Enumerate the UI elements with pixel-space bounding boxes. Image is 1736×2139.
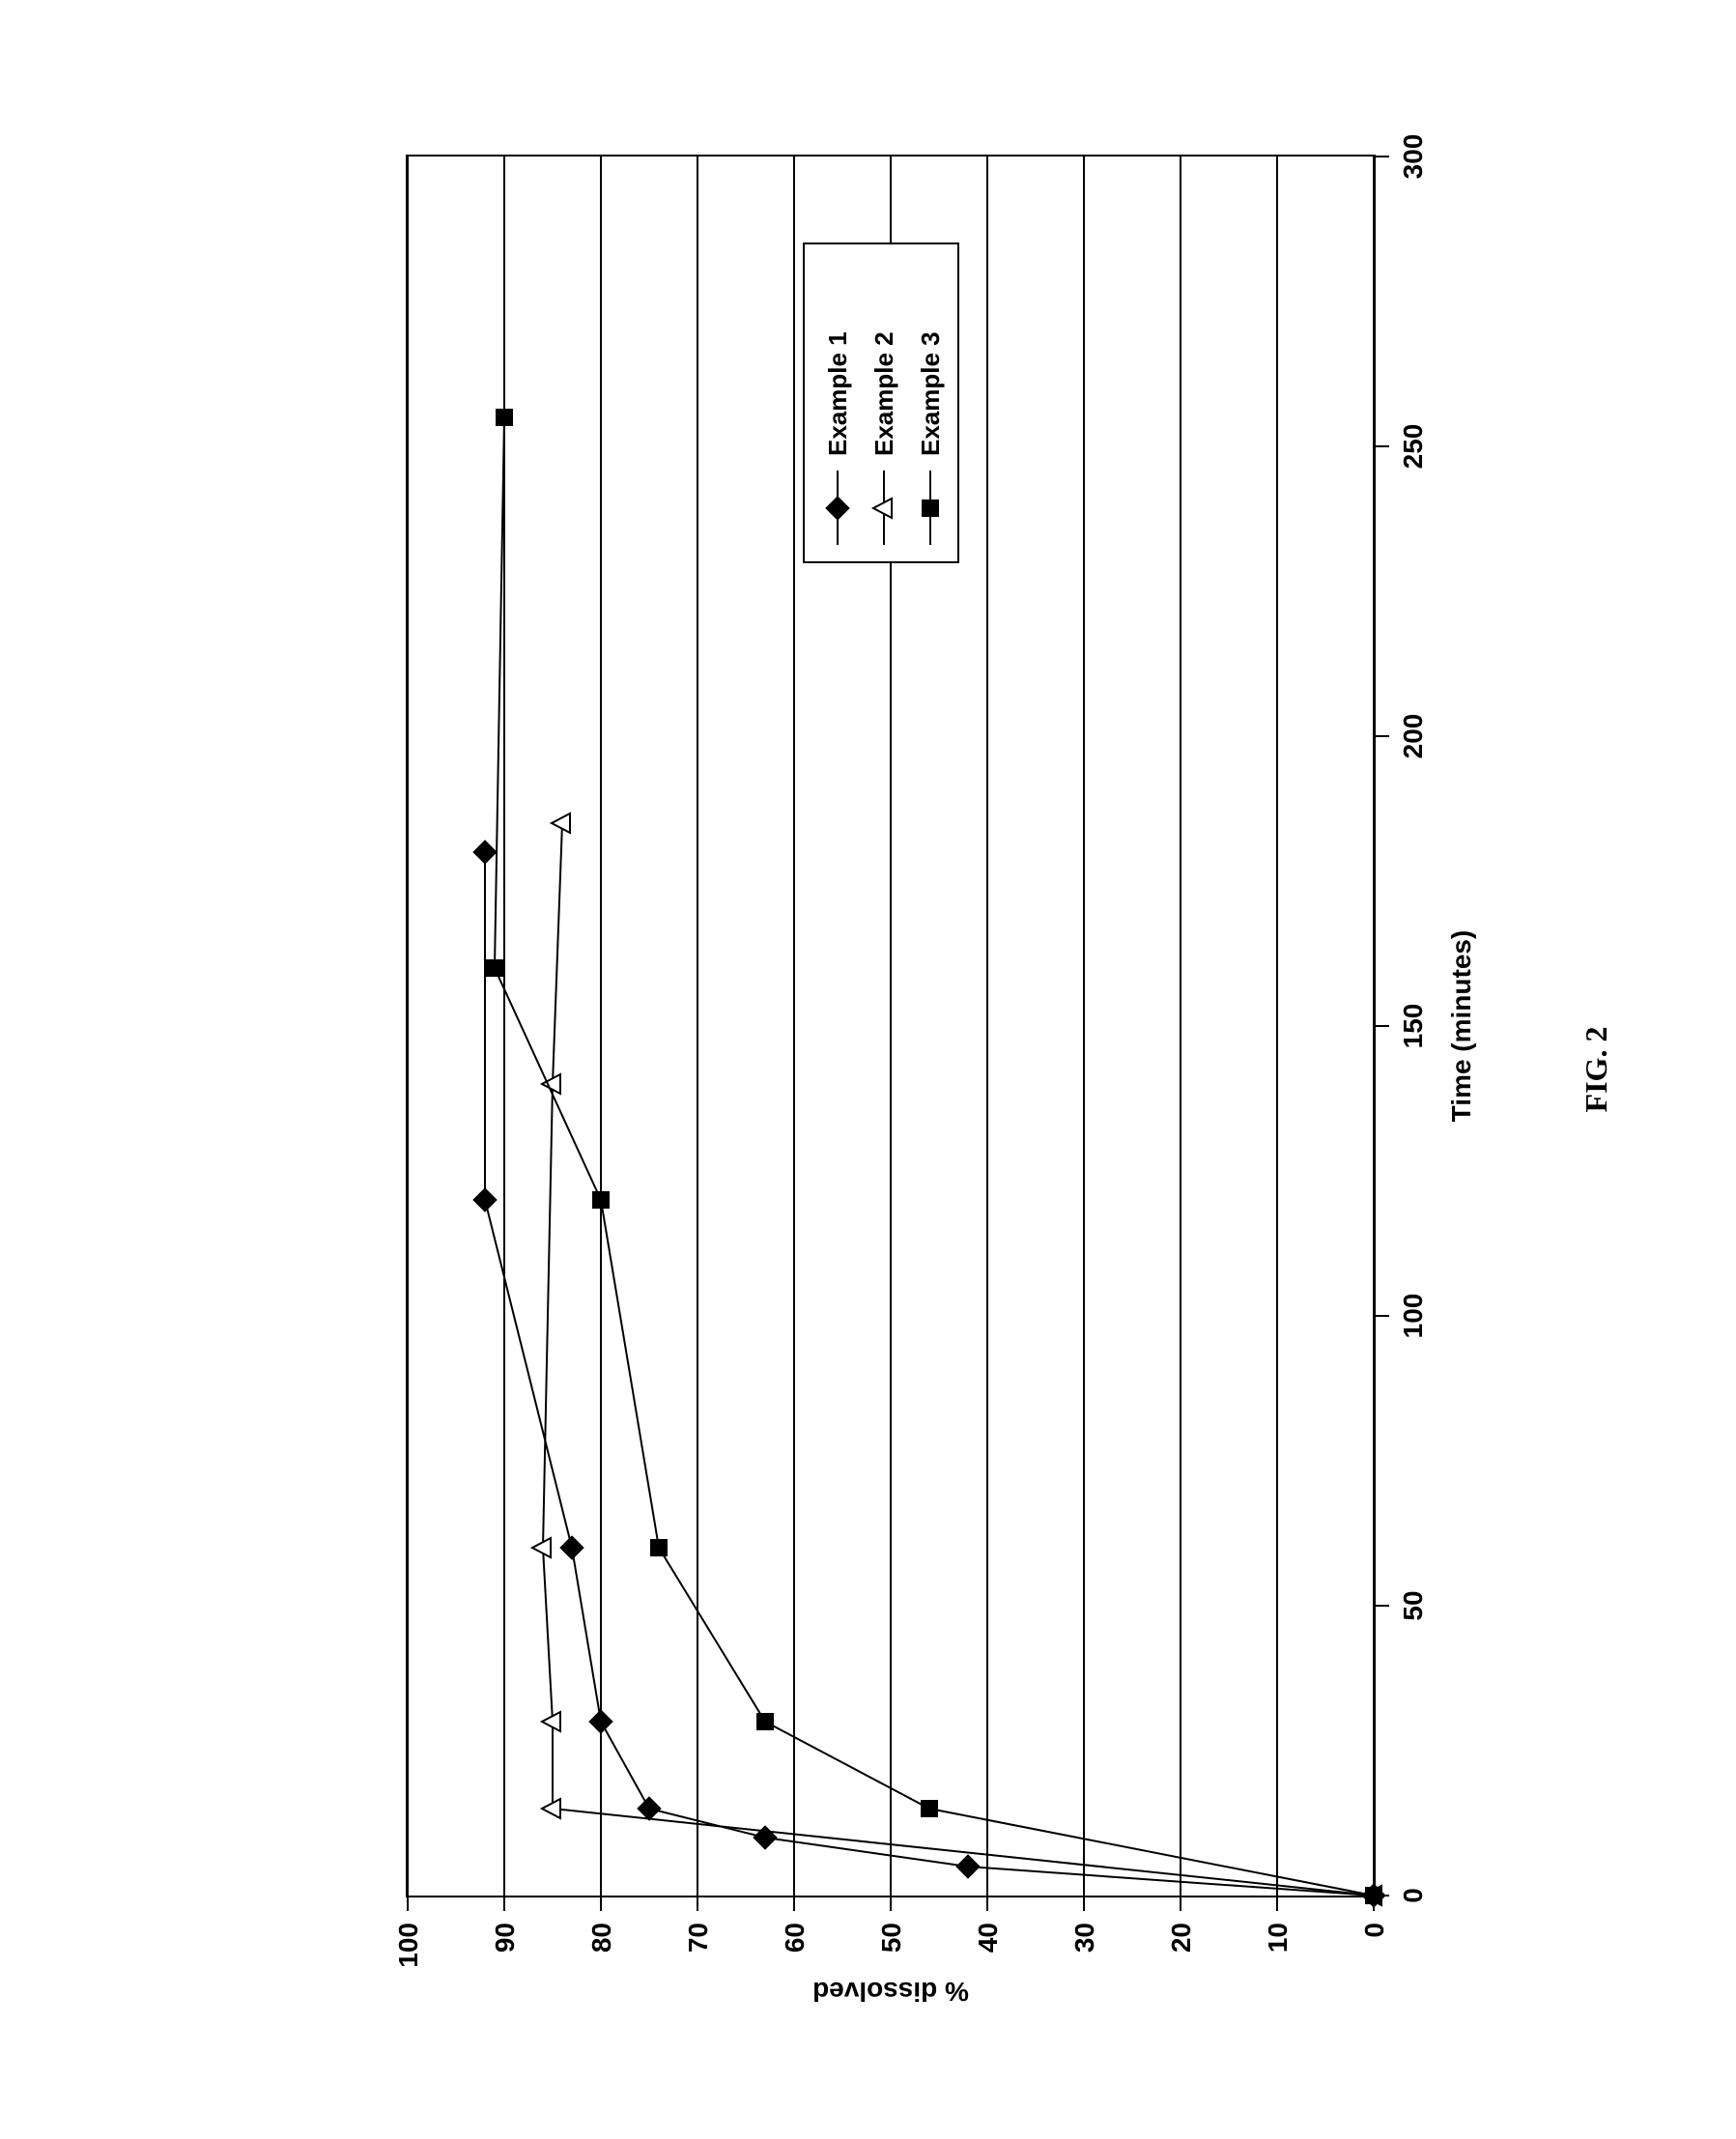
svg-text:20: 20: [1166, 1923, 1196, 1953]
svg-text:100: 100: [393, 1923, 423, 1968]
svg-text:150: 150: [1398, 1004, 1428, 1049]
svg-text:70: 70: [683, 1923, 713, 1953]
svg-text:0: 0: [1398, 1888, 1428, 1903]
svg-text:100: 100: [1398, 1294, 1428, 1339]
svg-text:90: 90: [490, 1923, 520, 1953]
svg-text:Time (minutes): Time (minutes): [1446, 930, 1476, 1123]
svg-text:200: 200: [1398, 714, 1428, 759]
svg-text:Example 3: Example 3: [916, 331, 945, 456]
svg-text:0: 0: [1359, 1923, 1389, 1938]
series-svg: 0501001502002503000102030405060708090100…: [408, 157, 1374, 1896]
figure-label: FIG. 2: [1579, 1027, 1614, 1113]
svg-text:Example 1: Example 1: [823, 331, 852, 456]
svg-text:30: 30: [1069, 1923, 1099, 1953]
plot-area: 0501001502002503000102030405060708090100…: [406, 155, 1376, 1897]
page-root: FIG. 2 In vitro Dissolution Profiles of …: [39, 39, 1697, 2100]
svg-text:50: 50: [876, 1923, 906, 1953]
svg-text:300: 300: [1398, 134, 1428, 180]
svg-text:50: 50: [1398, 1590, 1428, 1620]
svg-text:250: 250: [1398, 424, 1428, 470]
svg-text:% dissolved: % dissolved: [812, 1977, 969, 2007]
svg-text:10: 10: [1263, 1923, 1293, 1953]
svg-text:60: 60: [780, 1923, 810, 1953]
chart-container: % dissolved Time (minutes) 0501001502002…: [290, 116, 1507, 2029]
svg-text:Example 2: Example 2: [869, 331, 898, 456]
svg-text:80: 80: [586, 1923, 616, 1953]
svg-text:40: 40: [973, 1923, 1003, 1953]
